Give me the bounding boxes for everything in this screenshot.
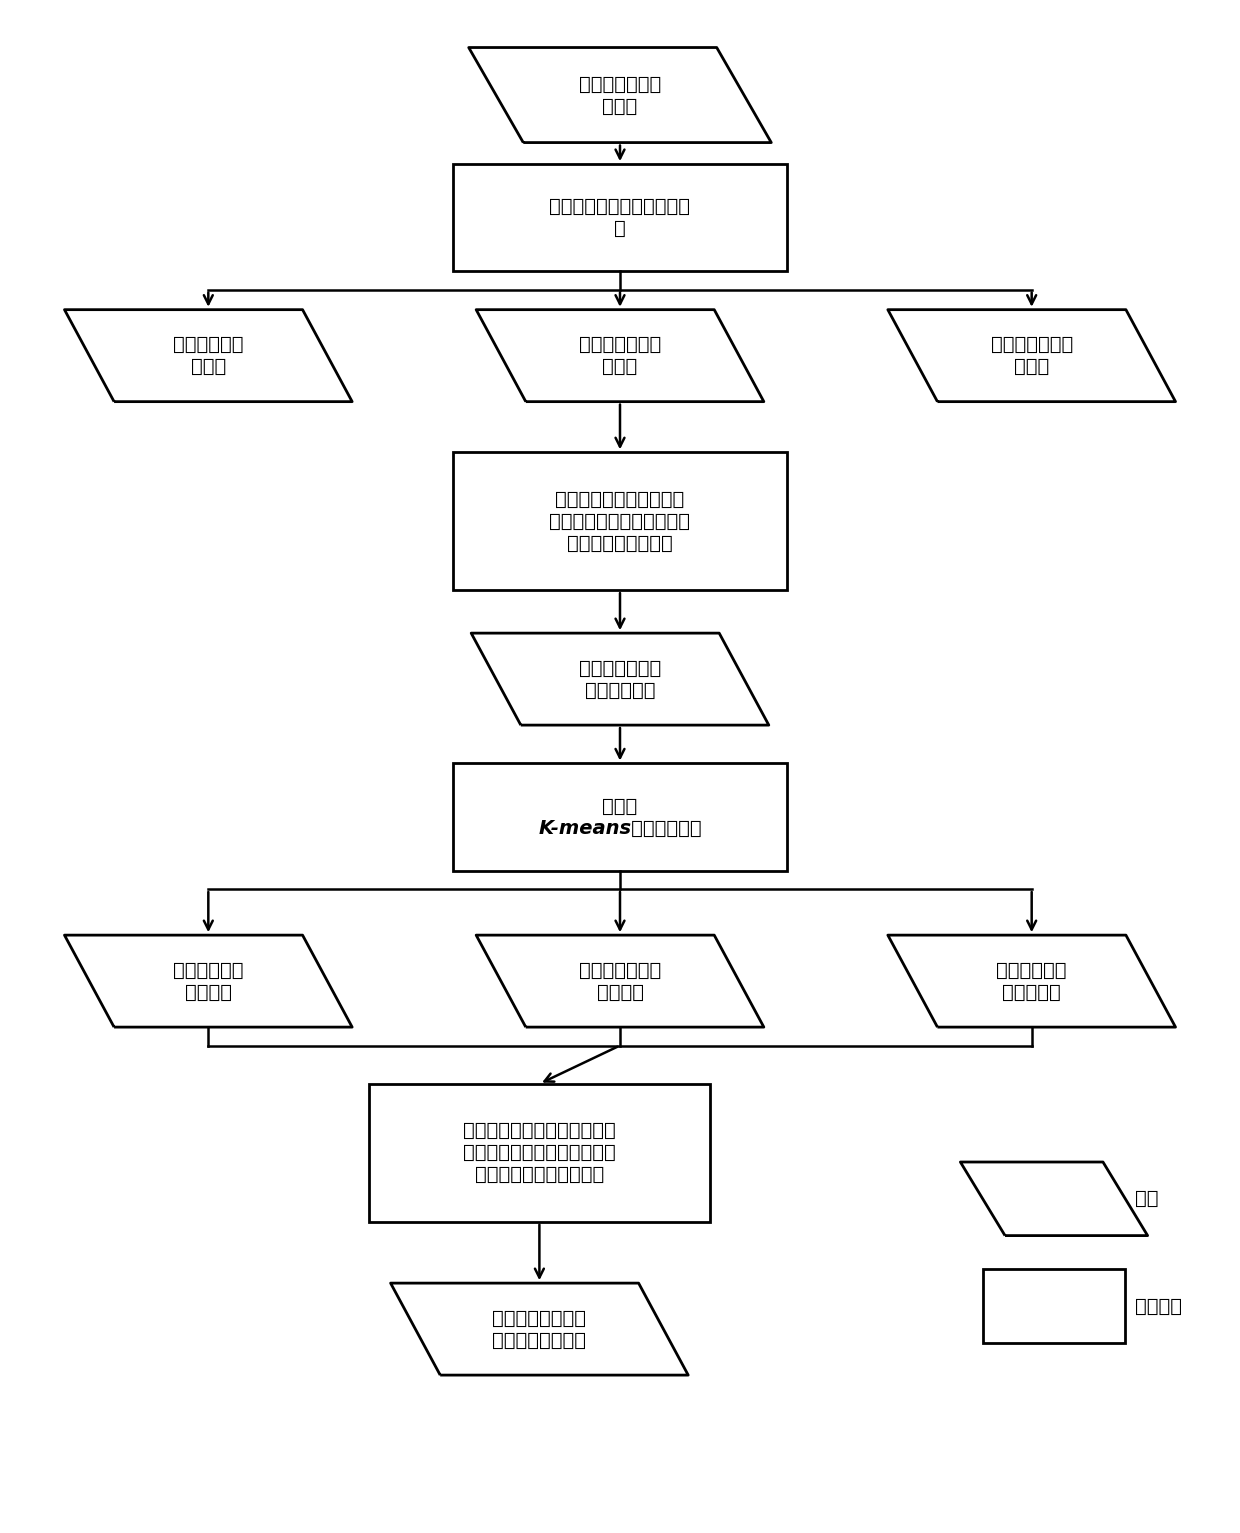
Text: 标准化后的降水
日变化数据集: 标准化后的降水 日变化数据集 [579,659,661,699]
Bar [453,164,787,271]
Text: 多年逐时棅格降
水数据: 多年逐时棅格降 水数据 [579,75,661,115]
Text: 数据: 数据 [1135,1190,1158,1208]
Text: 降水强度日变
化聚类结果: 降水强度日变 化聚类结果 [997,961,1066,1001]
Polygon shape [64,935,352,1027]
Polygon shape [391,1283,688,1375]
Text: 降水频率日变化
数据集: 降水频率日变化 数据集 [579,336,661,376]
Text: 改进的
K-means算法聚类分析: 改进的 K-means算法聚类分析 [538,797,702,837]
Text: 降水日变化分类方
案、及其空间分布: 降水日变化分类方 案、及其空间分布 [492,1309,587,1349]
Polygon shape [476,935,764,1027]
Polygon shape [471,633,769,725]
Text: 降水强度日变化
数据集: 降水强度日变化 数据集 [991,336,1073,376]
Polygon shape [960,1162,1147,1236]
Bar [982,1269,1126,1343]
Polygon shape [64,310,352,402]
Text: 处理功能: 处理功能 [1135,1297,1182,1315]
Bar [453,452,787,590]
Text: 降水日变化数据集的标准
化，去除天气形势对降水日
变化变化差异的影响: 降水日变化数据集的标准 化，去除天气形势对降水日 变化变化差异的影响 [549,489,691,553]
Bar [370,1084,709,1222]
Polygon shape [476,310,764,402]
Text: 降水量日变化
数据集: 降水量日变化 数据集 [174,336,243,376]
Polygon shape [469,48,771,143]
Text: 降水频率日变化
聚类结果: 降水频率日变化 聚类结果 [579,961,661,1001]
Polygon shape [888,310,1176,402]
Text: 归并聚类结果中的相似类，得
到降水日变堖分类方案，并计
算每类的平均日变化特征: 归并聚类结果中的相似类，得 到降水日变堖分类方案，并计 算每类的平均日变化特征 [463,1121,616,1185]
Bar [453,763,787,871]
Polygon shape [888,935,1176,1027]
Text: 多年平均态的降水日变化计
算: 多年平均态的降水日变化计 算 [549,198,691,238]
Text: 降水量日变化
聚类结果: 降水量日变化 聚类结果 [174,961,243,1001]
